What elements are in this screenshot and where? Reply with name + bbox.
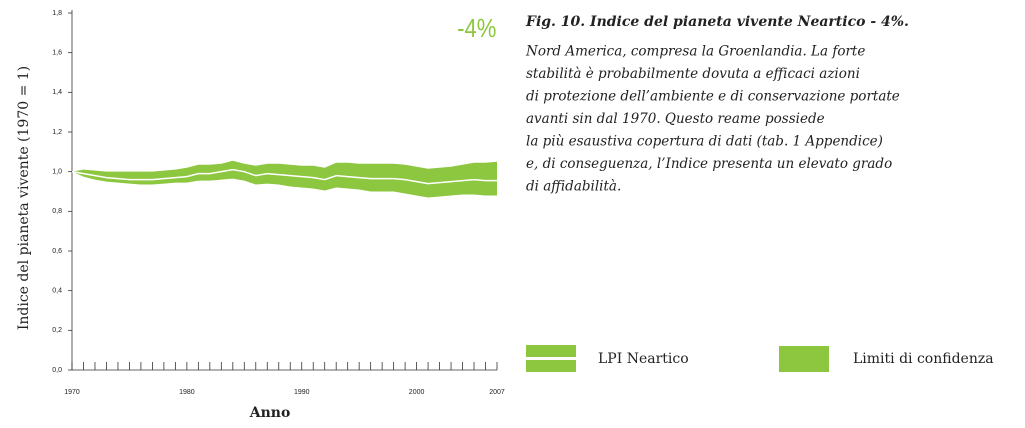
caption-line: stabilità è probabilmente dovuta a effic… <box>526 66 860 82</box>
confidence-band <box>72 160 497 198</box>
chart-title: Fig. 10. Indice del pianeta vivente Near… <box>525 14 909 30</box>
x-tick-label: 2007 <box>489 389 505 396</box>
caption-line: la più esaustiva copertura di dati (tab.… <box>526 134 883 150</box>
x-axis-label: Anno <box>249 405 291 421</box>
legend-swatch <box>779 346 829 372</box>
y-axis-label: Indice del pianeta vivente (1970 = 1) <box>16 66 32 330</box>
y-tick-label: 0,6 <box>52 248 62 255</box>
y-tick-label: 0,4 <box>52 288 62 295</box>
caption-line: e, di conseguenza, l’Indice presenta un … <box>526 156 892 172</box>
caption-line: Nord America, compresa la Groenlandia. L… <box>525 44 865 60</box>
y-tick-label: 1,0 <box>52 169 62 176</box>
caption-line: di affidabilità. <box>526 179 621 195</box>
y-tick-label: 0,2 <box>52 327 62 334</box>
y-tick-label: 1,6 <box>52 50 62 57</box>
x-tick-label: 1990 <box>294 389 310 396</box>
y-tick-label: 0,8 <box>52 208 62 215</box>
legend-label: Limiti di confidenza <box>853 351 994 367</box>
x-tick-label: 1970 <box>64 389 80 396</box>
caption-line: di protezione dell’ambiente e di conserv… <box>526 89 900 105</box>
y-tick-label: 1,2 <box>52 129 62 136</box>
annotation: -4% <box>457 14 496 43</box>
legend-label: LPI Neartico <box>598 351 689 367</box>
y-tick-label: 1,8 <box>52 10 62 17</box>
x-tick-label: 2000 <box>409 389 425 396</box>
caption-line: avanti sin dal 1970. Questo reame possie… <box>526 111 825 127</box>
y-tick-label: 0,0 <box>52 367 62 374</box>
lpi-line <box>71 168 497 185</box>
y-tick-label: 1,4 <box>52 89 62 96</box>
x-tick-label: 1980 <box>179 389 195 396</box>
